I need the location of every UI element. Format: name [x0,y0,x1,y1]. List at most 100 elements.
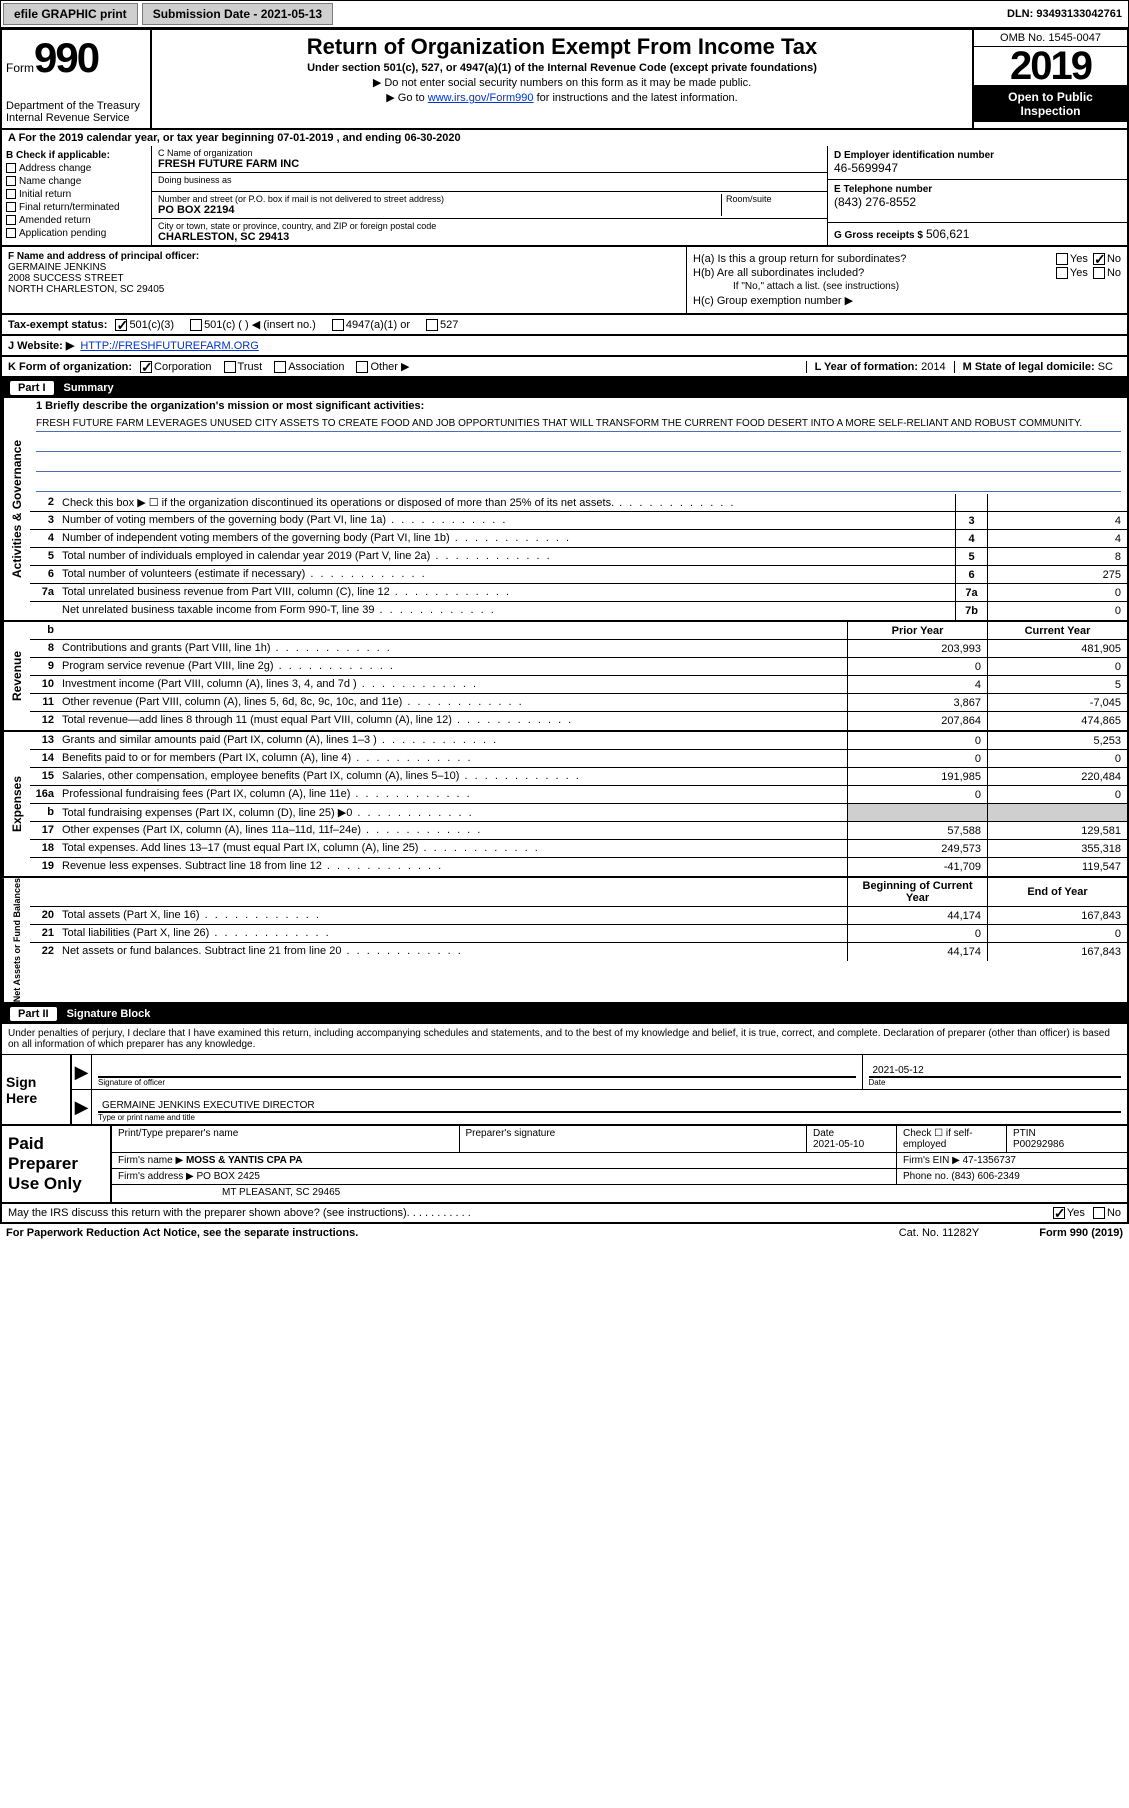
form-ref: Form 990 (2019) [1039,1227,1123,1239]
summary-row: 17 Other expenses (Part IX, column (A), … [30,822,1127,840]
checkbox-amended[interactable] [6,215,16,225]
summary-row: 18 Total expenses. Add lines 13–17 (must… [30,840,1127,858]
form-subtitle-2: ▶ Do not enter social security numbers o… [160,76,964,89]
dept-label: Department of the Treasury Internal Reve… [6,100,146,124]
form-990-logo: Form 990 [6,34,146,82]
checkbox-501c[interactable] [190,319,202,331]
website-link[interactable]: HTTP://FRESHFUTUREFARM.ORG [80,340,258,352]
open-to-public: Open to Public Inspection [974,86,1127,122]
firm-name: MOSS & YANTIS CPA PA [186,1155,303,1166]
summary-row: 20 Total assets (Part X, line 16) 44,174… [30,907,1127,925]
checkbox-assoc[interactable] [274,361,286,373]
paid-preparer-label: Paid Preparer Use Only [2,1126,112,1202]
sign-date: 2021-05-12 [869,1057,1122,1077]
summary-row: 7a Total unrelated business revenue from… [30,584,1127,602]
footer-note: For Paperwork Reduction Act Notice, see … [0,1224,1129,1242]
state-domicile: SC [1098,361,1113,373]
side-label-revenue: Revenue [2,622,30,730]
signature-block: Under penalties of perjury, I declare th… [0,1024,1129,1126]
summary-row: 16a Professional fundraising fees (Part … [30,786,1127,804]
summary-row: 5 Total number of individuals employed i… [30,548,1127,566]
checkbox-trust[interactable] [224,361,236,373]
net-assets-section: Net Assets or Fund Balances Beginning of… [0,878,1129,1004]
dln-label: DLN: 93493133042761 [1007,8,1128,20]
checkbox-address-change[interactable] [6,163,16,173]
side-label-activities: Activities & Governance [2,398,30,620]
tax-period: A For the 2019 calendar year, or tax yea… [0,130,1129,146]
checkbox-name-change[interactable] [6,176,16,186]
part-1-header: Part I Summary [0,378,1129,398]
checkbox-discuss-no[interactable] [1093,1207,1105,1219]
summary-row: 12 Total revenue—add lines 8 through 11 … [30,712,1127,730]
officer-name: GERMAINE JENKINS [8,262,680,273]
form-subtitle-1: Under section 501(c), 527, or 4947(a)(1)… [160,62,964,74]
org-name: FRESH FUTURE FARM INC [158,158,821,170]
block-fh: F Name and address of principal officer:… [0,247,1129,315]
officer-name-title: GERMAINE JENKINS EXECUTIVE DIRECTOR [98,1092,1121,1112]
firm-phone: (843) 606-2349 [951,1171,1019,1182]
summary-row: Net unrelated business taxable income fr… [30,602,1127,620]
block-klm: K Form of organization: Corporation Trus… [0,357,1129,378]
summary-row: 3 Number of voting members of the govern… [30,512,1127,530]
checkbox-ha-yes[interactable] [1056,253,1068,265]
firm-address: PO BOX 2425 [197,1171,260,1182]
checkbox-corp[interactable] [140,361,152,373]
checkbox-ha-no[interactable] [1093,253,1105,265]
activities-governance-section: Activities & Governance 1 Briefly descri… [0,398,1129,622]
cat-no: Cat. No. 11282Y [899,1227,980,1239]
checkbox-4947[interactable] [332,319,344,331]
sign-arrow-icon: ▶ [72,1055,92,1089]
summary-row: 10 Investment income (Part VIII, column … [30,676,1127,694]
top-toolbar: efile GRAPHIC print Submission Date - 20… [0,0,1129,28]
checkbox-app-pending[interactable] [6,228,16,238]
ptin: P00292986 [1013,1139,1064,1150]
checkbox-hb-yes[interactable] [1056,267,1068,279]
tax-year: 2019 [974,47,1127,86]
block-b: B Check if applicable: Address change Na… [2,146,152,245]
submission-date-button[interactable]: Submission Date - 2021-05-13 [142,3,333,25]
org-address: PO BOX 22194 [158,204,721,216]
summary-row: 8 Contributions and grants (Part VIII, l… [30,640,1127,658]
block-de: D Employer identification number 46-5699… [827,146,1127,245]
summary-row: 15 Salaries, other compensation, employe… [30,768,1127,786]
summary-row: 9 Program service revenue (Part VIII, li… [30,658,1127,676]
summary-row: 19 Revenue less expenses. Subtract line … [30,858,1127,876]
form-subtitle-3: ▶ Go to www.irs.gov/Form990 for instruct… [160,91,964,104]
summary-row: 22 Net assets or fund balances. Subtract… [30,943,1127,961]
year-formation: 2014 [921,361,945,373]
mission-text: FRESH FUTURE FARM LEVERAGES UNUSED CITY … [36,418,1121,432]
summary-row: 13 Grants and similar amounts paid (Part… [30,732,1127,750]
checkbox-527[interactable] [426,319,438,331]
summary-row: b Total fundraising expenses (Part IX, c… [30,804,1127,822]
checkbox-other[interactable] [356,361,368,373]
ein: 46-5699947 [834,161,1121,175]
summary-row: 6 Total number of volunteers (estimate i… [30,566,1127,584]
website-row: J Website: ▶ HTTP://FRESHFUTUREFARM.ORG [0,336,1129,357]
irs-link[interactable]: www.irs.gov/Form990 [428,92,534,104]
header-blocks: B Check if applicable: Address change Na… [0,146,1129,247]
checkbox-hb-no[interactable] [1093,267,1105,279]
discuss-row: May the IRS discuss this return with the… [0,1204,1129,1224]
org-city: CHARLESTON, SC 29413 [158,231,821,243]
sign-here-label: Sign Here [2,1055,72,1124]
efile-print-button[interactable]: efile GRAPHIC print [3,3,138,25]
gross-receipts: 506,621 [926,227,969,241]
revenue-section: Revenue b Prior Year Current Year 8 Cont… [0,622,1129,732]
checkbox-initial-return[interactable] [6,189,16,199]
summary-row: 14 Benefits paid to or for members (Part… [30,750,1127,768]
phone: (843) 276-8552 [834,195,1121,209]
block-f: F Name and address of principal officer:… [2,247,687,313]
side-label-net-assets: Net Assets or Fund Balances [2,878,30,1002]
checkbox-discuss-yes[interactable] [1053,1207,1065,1219]
summary-row: 2 Check this box ▶ ☐ if the organization… [30,494,1127,512]
firm-ein: 47-1356737 [963,1155,1016,1166]
paid-preparer-block: Paid Preparer Use Only Print/Type prepar… [0,1126,1129,1204]
checkbox-501c3[interactable] [115,319,127,331]
perjury-declaration: Under penalties of perjury, I declare th… [2,1024,1127,1054]
part-2-header: Part II Signature Block [0,1004,1129,1024]
summary-row: 21 Total liabilities (Part X, line 26) 0… [30,925,1127,943]
block-h: H(a) Is this a group return for subordin… [687,247,1127,313]
checkbox-final-return[interactable] [6,202,16,212]
sign-arrow-icon-2: ▶ [72,1090,92,1124]
side-label-expenses: Expenses [2,732,30,876]
